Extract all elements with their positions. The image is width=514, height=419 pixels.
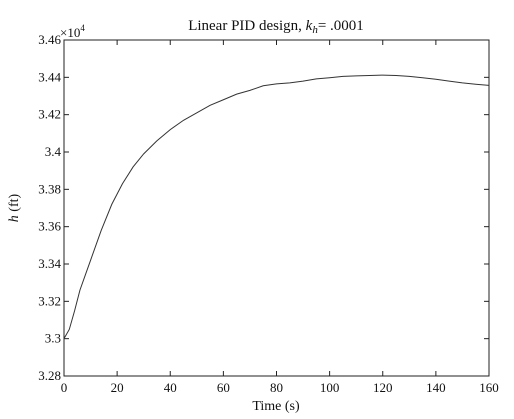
y-tick-label: 3.46 (38, 32, 61, 47)
x-axis-ticks: 0 20 40 60 80 100 120 140 160 (61, 40, 499, 395)
x-tick-label: 100 (320, 380, 340, 395)
y-tick-label: 3.42 (38, 107, 61, 122)
x-tick-label: 60 (217, 380, 230, 395)
x-tick-label: 80 (270, 380, 283, 395)
y-tick-label: 3.36 (38, 219, 61, 234)
y-axis-label: h (ft) (7, 193, 22, 222)
series-line (64, 75, 489, 339)
y-axis-exponent: ×104 (60, 23, 85, 40)
y-tick-label: 3.44 (38, 69, 61, 84)
x-axis-label: Time (s) (252, 399, 300, 414)
x-tick-label: 120 (373, 380, 393, 395)
x-tick-label: 20 (111, 380, 124, 395)
y-tick-label: 3.32 (38, 293, 61, 308)
x-tick-label: 160 (479, 380, 499, 395)
y-tick-label: 3.34 (38, 256, 61, 271)
y-axis-ticks: 3.28 3.3 3.32 3.34 3.36 3.38 3.4 3.42 3.44 3.46 (38, 32, 489, 383)
y-tick-label: 3.4 (45, 144, 62, 159)
x-tick-label: 40 (164, 380, 177, 395)
y-tick-label: 3.3 (45, 331, 61, 346)
y-tick-label: 3.38 (38, 181, 61, 196)
x-tick-label: 140 (426, 380, 446, 395)
y-tick-label: 3.28 (38, 368, 61, 383)
chart-title: Linear PID design, kh= .0001 (188, 18, 364, 36)
x-tick-label: 0 (61, 380, 68, 395)
plot-area (64, 40, 489, 376)
